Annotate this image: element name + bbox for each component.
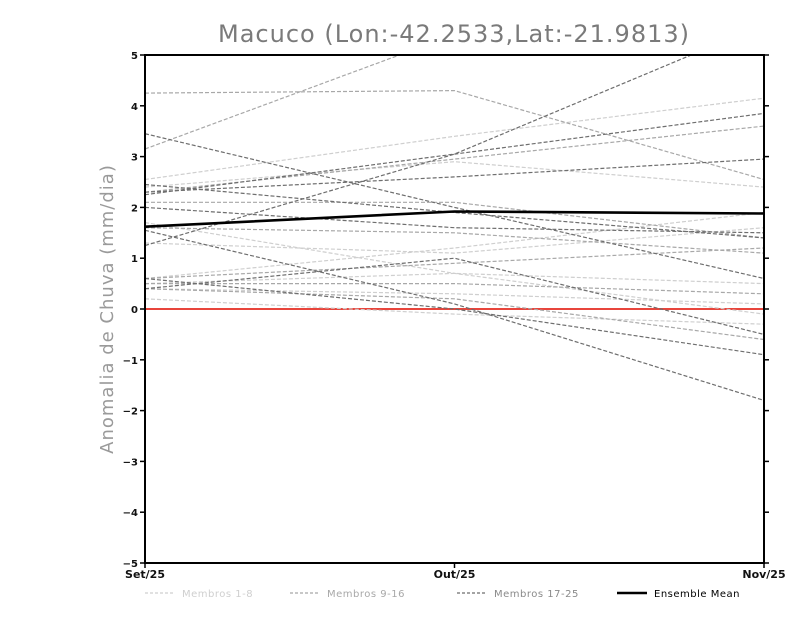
ensemble-mean-line bbox=[145, 210, 764, 228]
member-series-line-25 bbox=[145, 277, 764, 356]
member-series-line-9 bbox=[145, 89, 764, 181]
y-tick-label: 4 bbox=[131, 102, 138, 113]
member-series-line-1 bbox=[145, 97, 764, 181]
member-series-line-20 bbox=[145, 112, 764, 196]
chart-title: Macuco (Lon:-42.2533,Lat:-21.9813) bbox=[218, 20, 690, 48]
member-series-line-18 bbox=[145, 183, 764, 239]
y-axis-label: Anomalia de Chuva (mm/dia) bbox=[97, 164, 118, 454]
plot-area bbox=[145, 55, 764, 401]
y-tick-label: 0 bbox=[131, 305, 138, 316]
y-tick-label: 5 bbox=[131, 51, 138, 62]
member-series-line-15 bbox=[145, 283, 764, 295]
x-tick-label: Out/25 bbox=[434, 568, 476, 581]
legend-label: Membros 9-16 bbox=[327, 589, 405, 600]
y-axis: −5 −4 −3 −2 −1 0 1 2 3 4 5 bbox=[123, 51, 769, 570]
legend-label: Membros 1-8 bbox=[182, 589, 253, 600]
legend: Membros 1-8 Membros 9-16 Membros 17-25 Ense… bbox=[145, 589, 740, 600]
y-tick-label: 2 bbox=[131, 203, 138, 214]
member-series-line-5 bbox=[145, 272, 764, 285]
x-tick-label: Nov/25 bbox=[742, 568, 785, 581]
x-tick-label: Set/25 bbox=[125, 568, 165, 581]
y-tick-label: −5 bbox=[123, 559, 138, 570]
member-series-line-21 bbox=[145, 55, 693, 247]
y-tick-label: −4 bbox=[123, 508, 138, 519]
member-series-line-8 bbox=[145, 222, 764, 315]
member-series-line-10 bbox=[145, 55, 402, 150]
legend-label: Ensemble Mean bbox=[654, 589, 740, 600]
member-series-line-2 bbox=[145, 161, 764, 188]
member-series-line-17 bbox=[145, 133, 764, 280]
member-series-line-3 bbox=[145, 227, 764, 254]
legend-label: Membros 17-25 bbox=[494, 589, 579, 600]
y-tick-label: −3 bbox=[123, 457, 138, 468]
x-axis: Set/25 Out/25 Nov/25 bbox=[125, 563, 786, 581]
member-series-line-12 bbox=[145, 201, 764, 239]
y-tick-label: −2 bbox=[123, 407, 138, 418]
y-tick-label: −1 bbox=[123, 356, 138, 367]
member-series-line-23 bbox=[145, 229, 764, 401]
member-series-line-19 bbox=[145, 158, 764, 193]
y-tick-label: 1 bbox=[131, 254, 138, 265]
y-tick-label: 3 bbox=[131, 153, 138, 164]
member-series-line-14 bbox=[145, 247, 764, 280]
member-series-line-13 bbox=[145, 227, 764, 254]
member-series-line-7 bbox=[145, 298, 764, 325]
member-series-line-6 bbox=[145, 288, 764, 305]
member-series-line-16 bbox=[145, 288, 764, 341]
member-series-line-4 bbox=[145, 211, 764, 280]
member-series-line-22 bbox=[145, 206, 764, 234]
member-series-line-24 bbox=[145, 257, 764, 335]
